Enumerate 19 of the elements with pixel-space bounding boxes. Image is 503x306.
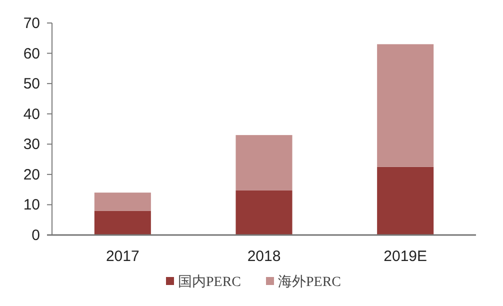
y-tick-label: 50 <box>23 76 40 93</box>
y-tick-label: 0 <box>32 227 40 244</box>
y-tick-label: 30 <box>23 136 40 154</box>
y-tick-label: 70 <box>23 15 40 32</box>
bar <box>377 44 434 167</box>
x-tick-label: 2019E <box>384 248 428 265</box>
bar <box>94 192 151 211</box>
bar <box>94 210 151 235</box>
bar <box>377 166 434 235</box>
y-tick-label: 60 <box>23 45 40 62</box>
legend-label: 海外PERC <box>278 274 342 290</box>
legend-label: 国内PERC <box>178 274 242 290</box>
y-tick-label: 10 <box>23 196 40 214</box>
bar <box>236 190 292 235</box>
y-tick-label: 20 <box>23 166 40 184</box>
y-tick-label: 40 <box>23 106 40 123</box>
x-tick-label: 2018 <box>247 248 281 265</box>
bar <box>236 135 292 190</box>
x-tick-label: 2017 <box>106 248 140 265</box>
